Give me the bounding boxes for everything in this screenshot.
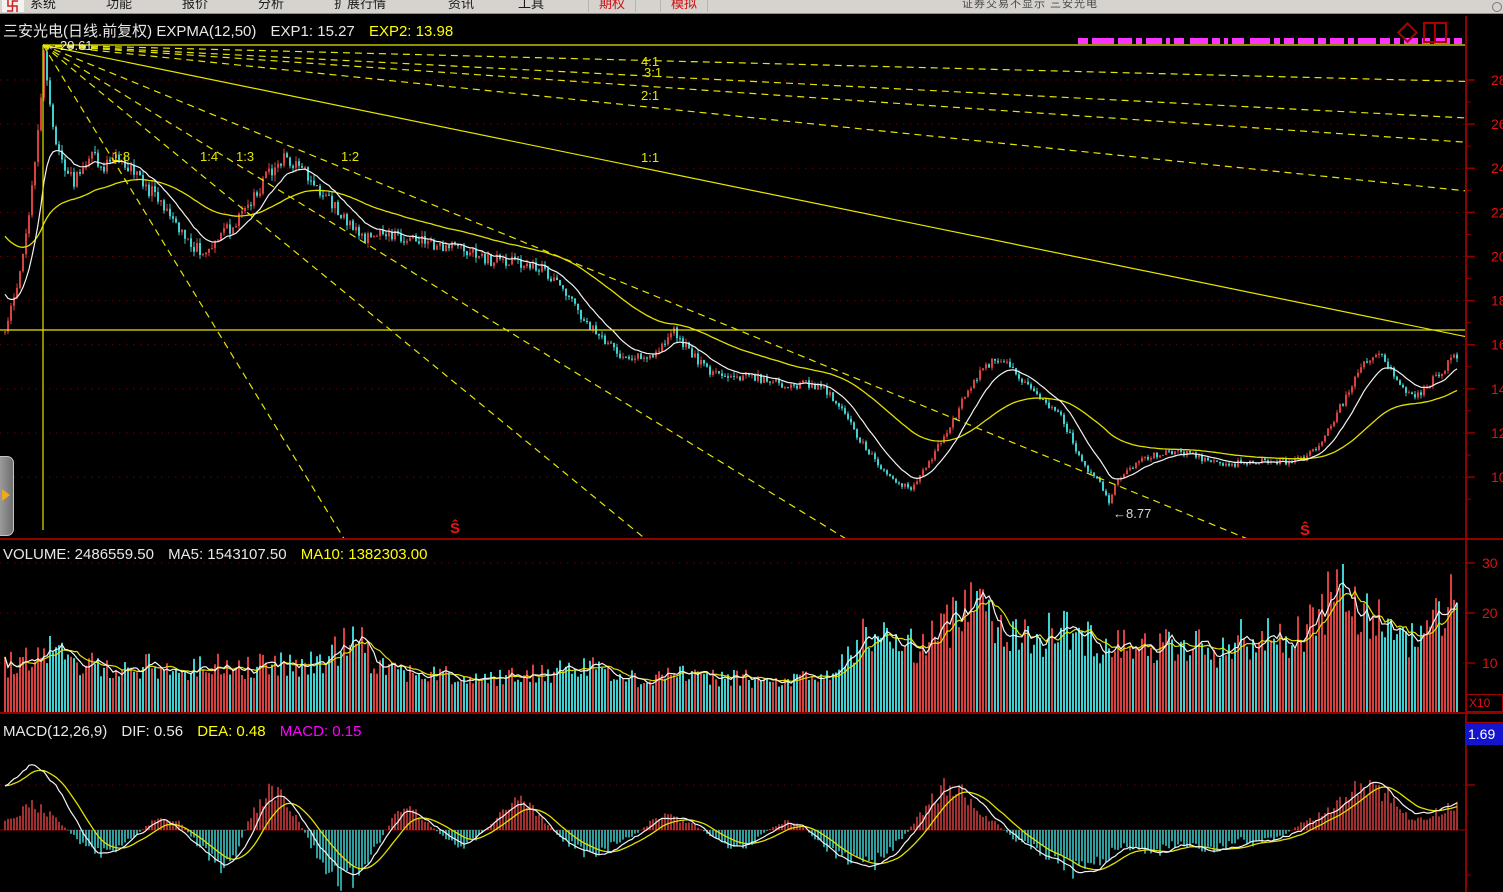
symbol-title: 三安光电(日线.前复权) EXPMA(12,50) [3,23,257,40]
price-axis: 28 26 24 22 20 18 16 14 12 10 30 20 10 [1465,16,1503,892]
volume-tick-label: 10 [1482,655,1498,671]
dea-line [4,769,1458,871]
price-tick-label: 10 [1491,469,1503,485]
diamond-icon[interactable] [1396,21,1419,44]
dif-value: DIF: 0.56 [121,723,184,740]
macd-value: MACD: 0.15 [279,723,362,740]
menu-status-text: 证券交易不显示 三安光电 [962,0,1099,10]
exp1-value: EXP1: 15.27 [270,23,355,40]
main-chart-header: 三安光电(日线.前复权) EXPMA(12,50) EXP1: 15.27 EX… [3,20,453,41]
menu-item-red-1[interactable]: 期权 [588,0,637,12]
price-tick-label: 18 [1491,293,1503,309]
exp2-value: EXP2: 13.98 [368,23,454,40]
exp1-line [4,150,1458,480]
volume-tick-label: 30 [1482,555,1498,571]
macd-title: MACD(12,26,9) [3,723,108,740]
search-icon[interactable] [1492,2,1502,12]
volume-bars-up [4,569,1455,712]
peak-price-annotation: ←29.61 [47,38,93,53]
price-tick-label: 28 [1491,72,1503,88]
volume-pane[interactable] [4,564,1458,712]
volume-ma5-value: MA5: 1543107.50 [168,546,287,563]
volume-ma5-line [4,582,1458,685]
macd-pane[interactable] [0,764,1466,891]
volume-bars-down [46,564,1458,712]
price-tick-label: 24 [1491,160,1503,176]
price-tick-label: 22 [1491,204,1503,220]
gann-fan [0,44,1466,538]
svg-text:4:1: 4:1 [641,54,659,69]
menu-item-red-2[interactable]: 模拟 [660,0,709,12]
volume-ma10-value: MA10: 1382303.00 [300,546,428,563]
svg-text:1:3: 1:3 [236,149,254,164]
exp2-line [4,178,1458,460]
expand-arrow-icon [2,489,10,501]
volume-tick-label: 20 [1482,605,1498,621]
sidebar-expand-tab[interactable] [0,456,14,536]
macd-current-value-badge: 1.69 [1466,722,1503,745]
sell-signal-marker: Ŝ [1300,522,1311,539]
svg-text:1:1: 1:1 [641,150,659,165]
menu-item-5[interactable]: 扩展行情 [334,0,387,11]
chart-background [0,13,1503,892]
svg-text:3:1: 3:1 [644,65,662,80]
main-price-pane[interactable] [4,45,1458,506]
menu-item-2[interactable]: 功能 [106,0,133,11]
menu-item-7[interactable]: 工具 [518,0,545,11]
low-price-annotation: ←8.77 [1113,506,1152,521]
menu-item-6[interactable]: 资讯 [448,0,475,11]
dif-line [4,764,1458,876]
macd-pane-header: MACD(12,26,9) DIF: 0.56 DEA: 0.48 MACD: … [3,723,362,740]
svg-text:1:8: 1:8 [112,149,130,164]
svg-text:1:2: 1:2 [341,149,359,164]
volume-unit-label: X10 [1466,694,1503,712]
menu-bar: 卐 系统 功能 报价 分析 扩展行情 资讯 工具 期权 模拟 证券交易不显示 三安光电 [0,0,1503,14]
price-tick-label: 14 [1491,381,1503,397]
magenta-marker-blocks [1078,38,1462,44]
gann-ratio-labels: 4:13:1 2:1 1:1 1:2 1:3 1:4 1:8 [112,54,662,165]
chart-window-controls [1396,21,1447,44]
svg-text:1:4: 1:4 [200,149,218,164]
dea-value: DEA: 0.48 [197,723,266,740]
menu-item-4[interactable]: 分析 [258,0,285,11]
app-logo-icon[interactable]: 卐 [2,0,24,12]
svg-text:2:1: 2:1 [641,88,659,103]
sell-signal-marker: Ŝ [450,520,461,537]
volume-value: VOLUME: 2486559.50 [3,546,154,563]
menu-item-1[interactable]: 系统 [30,0,57,11]
menu-item-3[interactable]: 报价 [182,0,209,11]
price-tick-label: 16 [1491,337,1503,353]
price-tick-label: 20 [1491,248,1503,264]
price-tick-label: 26 [1491,116,1503,132]
price-tick-label: 12 [1491,425,1503,441]
volume-pane-header: VOLUME: 2486559.50 MA5: 1543107.50 MA10:… [3,546,428,563]
